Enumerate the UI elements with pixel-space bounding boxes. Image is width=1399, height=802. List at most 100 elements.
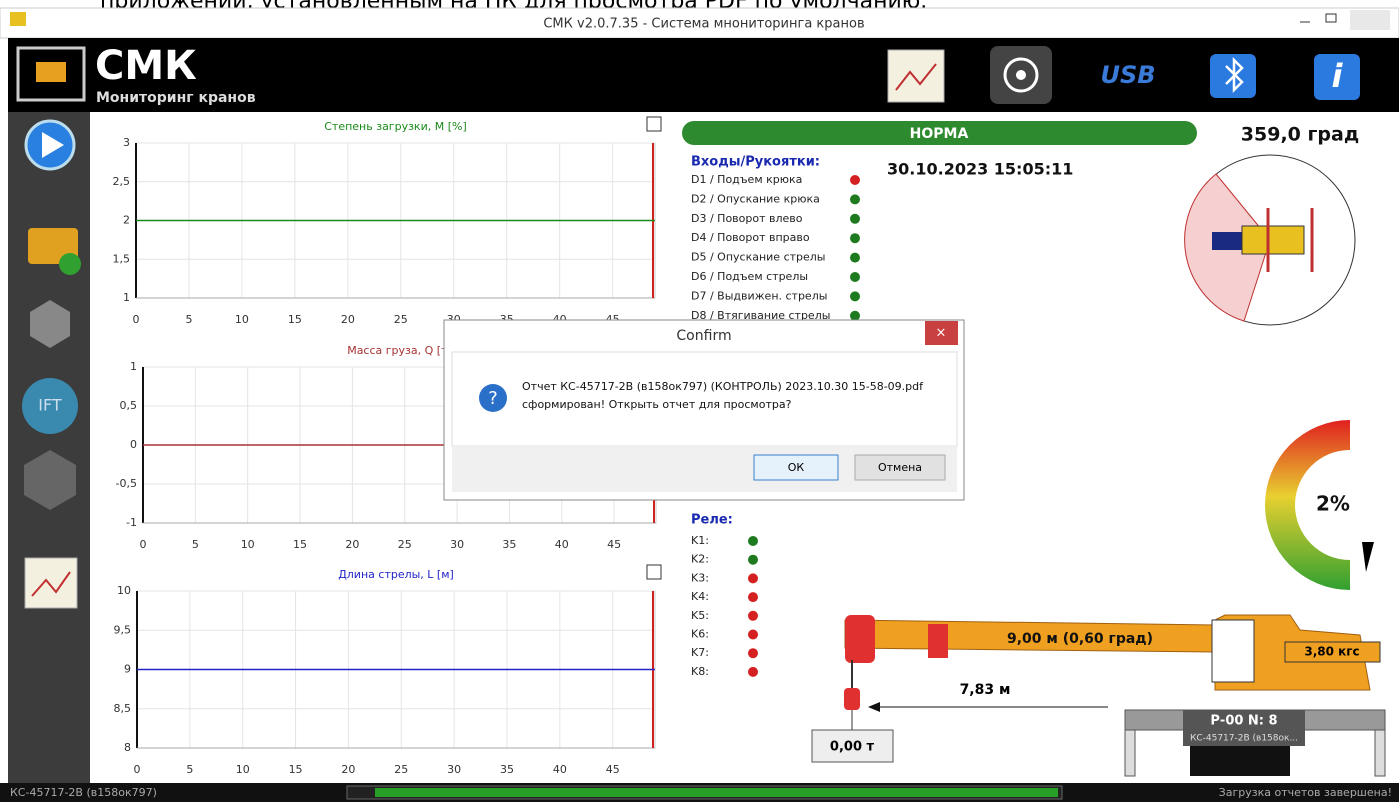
input-label: D4 / Поворот вправо bbox=[691, 231, 810, 244]
inputs-title: Входы/Рукоятки: bbox=[691, 155, 820, 170]
slew-angle: 359,0 град bbox=[1241, 124, 1359, 146]
chart-title: Масса груза, Q [т] bbox=[347, 344, 452, 357]
input-label: D7 / Выдвижен. стрелы bbox=[691, 289, 827, 302]
relay-indicator bbox=[748, 629, 758, 640]
dialog-body bbox=[451, 351, 958, 447]
outrigger-leg bbox=[1124, 729, 1136, 777]
crane-model: КС-45717-2В (в158ок... bbox=[1190, 734, 1298, 744]
input-indicator bbox=[850, 213, 860, 224]
relay-indicator bbox=[748, 536, 758, 546]
logo-icon bbox=[16, 46, 86, 102]
logo-subtitle: Мониторинг кранов bbox=[96, 90, 256, 106]
report-button[interactable] bbox=[24, 557, 78, 609]
x-tick-label: 10 bbox=[241, 538, 255, 551]
x-tick-label: 40 bbox=[553, 763, 567, 776]
chart-menu[interactable] bbox=[646, 116, 662, 132]
chart-menu[interactable] bbox=[646, 564, 662, 580]
status-bar bbox=[682, 121, 1197, 145]
lists: D1 / Подъем крюка D2 / Опускание крюка D3 … bbox=[691, 173, 860, 678]
status-text: НОРМА bbox=[910, 126, 969, 142]
load-label: 0,00 т bbox=[830, 740, 875, 755]
relay-label: K7: bbox=[691, 646, 709, 659]
gps-icon bbox=[1003, 57, 1039, 93]
cancel-button[interactable] bbox=[854, 454, 946, 481]
input-indicator bbox=[850, 272, 860, 282]
usb-button[interactable]: USB bbox=[1100, 61, 1155, 89]
force-label: 3,80 кгс bbox=[1304, 645, 1359, 659]
statusbar-left: КС-45717-2В (в158ок797) bbox=[10, 786, 157, 799]
relays-title: Реле: bbox=[691, 513, 733, 528]
ok-button[interactable] bbox=[753, 454, 839, 481]
close[interactable] bbox=[1350, 10, 1390, 30]
maximize[interactable] bbox=[1325, 13, 1337, 23]
dialog-close[interactable] bbox=[925, 321, 958, 345]
y-tick-label: 8,5 bbox=[114, 702, 132, 715]
x-tick-label: 0 bbox=[133, 313, 140, 326]
chart-button[interactable] bbox=[887, 49, 945, 103]
ift-button[interactable] bbox=[22, 378, 78, 434]
dialog-message: сформирован! Открыть отчет для просмотра… bbox=[522, 398, 792, 411]
radius-label: 7,83 м bbox=[960, 682, 1011, 698]
x-tick-label: 20 bbox=[341, 763, 355, 776]
dialog-message: Отчет КС-45717-2В (в158ок797) (КОНТРОЛЬ)… bbox=[522, 380, 924, 393]
datetime: 30.10.2023 15:05:11 bbox=[887, 160, 1073, 179]
y-tick-label: 8 bbox=[124, 741, 131, 754]
x-tick-label: 35 bbox=[502, 538, 516, 551]
settings-button[interactable] bbox=[30, 300, 70, 348]
x-tick-label: 25 bbox=[398, 538, 412, 551]
doc-strip bbox=[0, 0, 1399, 8]
relay-label: K6: bbox=[691, 628, 709, 641]
radius-arrowhead bbox=[868, 702, 880, 712]
logo: СМК bbox=[95, 43, 197, 89]
boom-head bbox=[845, 615, 875, 663]
report-icon bbox=[31, 571, 71, 597]
progress-fill bbox=[375, 788, 1058, 797]
x-tick-label: 45 bbox=[606, 763, 620, 776]
x-tick-label: 5 bbox=[192, 538, 199, 551]
x-tick-label: 35 bbox=[500, 763, 514, 776]
ok-label: ОК bbox=[788, 461, 805, 474]
y-tick-label: 2 bbox=[123, 214, 130, 227]
x-tick-label: 25 bbox=[394, 313, 408, 326]
relay-indicator bbox=[748, 610, 758, 621]
info-button[interactable] bbox=[1314, 54, 1360, 100]
relay-label: K8: bbox=[691, 665, 709, 678]
window-title: СМК v2.0.7.35 - Система мнониторинга кра… bbox=[543, 17, 864, 32]
question-icon bbox=[479, 384, 507, 412]
x-tick-label: 20 bbox=[341, 313, 355, 326]
input-label: D2 / Опускание крюка bbox=[691, 192, 820, 205]
sidebar bbox=[8, 112, 90, 783]
y-tick-label: 0,5 bbox=[120, 399, 138, 412]
x-tick-label: 30 bbox=[450, 538, 464, 551]
input-label: D5 / Опускание стрелы bbox=[691, 251, 826, 264]
relay-indicator bbox=[748, 592, 758, 603]
cab bbox=[1211, 619, 1255, 683]
crane-badge bbox=[59, 253, 81, 275]
wheels bbox=[1190, 746, 1290, 776]
y-tick-label: 10 bbox=[117, 584, 131, 597]
x-tick-label: 25 bbox=[394, 763, 408, 776]
gauge-label: 2% bbox=[1316, 492, 1350, 516]
input-indicator bbox=[850, 194, 860, 205]
relay-indicator bbox=[748, 573, 758, 584]
boom-section bbox=[928, 624, 948, 658]
input-label: D3 / Поворот влево bbox=[691, 212, 803, 225]
outrigger-leg bbox=[1374, 729, 1386, 777]
header bbox=[8, 38, 1399, 112]
load-gauge bbox=[1265, 420, 1350, 590]
gps-icon-dot bbox=[1016, 70, 1026, 80]
crane-top-body bbox=[1241, 225, 1305, 255]
bluetooth-icon bbox=[1225, 56, 1244, 94]
gauge-needle bbox=[1362, 542, 1374, 572]
input-indicator bbox=[850, 310, 860, 321]
y-tick-label: 1 bbox=[123, 291, 130, 304]
dialog-title: Confirm bbox=[676, 328, 731, 344]
chart-button-icon bbox=[895, 63, 937, 91]
input-indicator bbox=[850, 175, 860, 185]
input-label: D1 / Подъем крюка bbox=[691, 173, 802, 186]
dialog-close-icon: × bbox=[936, 326, 947, 341]
tools-button[interactable] bbox=[24, 450, 76, 510]
y-tick-label: 9 bbox=[124, 663, 131, 676]
question-mark: ? bbox=[488, 388, 498, 409]
